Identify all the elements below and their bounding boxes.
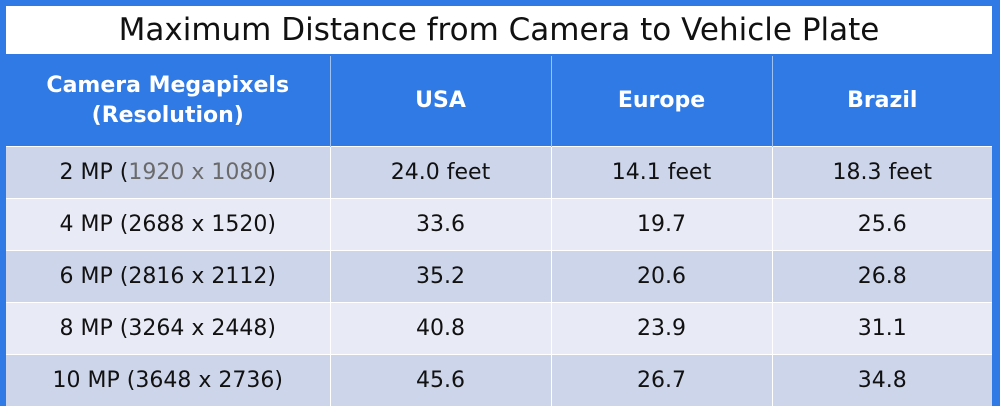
- table-title: Maximum Distance from Camera to Vehicle …: [6, 6, 992, 54]
- cell-usa: 35.2: [330, 251, 551, 303]
- cell-europe: 14.1 feet: [551, 147, 772, 199]
- distance-table: Camera Megapixels (Resolution) USA Europ…: [6, 56, 992, 406]
- cell-close: ): [274, 368, 283, 393]
- cell-res: 3264 x 2448: [128, 316, 267, 341]
- cell-res: 2688 x 1520: [128, 212, 267, 237]
- cell-usa: 40.8: [330, 303, 551, 355]
- cell-resolution: 10 MP (3648 x 2736): [6, 355, 330, 406]
- cell-brazil: 31.1: [772, 303, 992, 355]
- cell-mp: 2 MP (: [60, 160, 129, 185]
- cell-usa: 33.6: [330, 199, 551, 251]
- cell-europe: 23.9: [551, 303, 772, 355]
- header-camera-megapixels: Camera Megapixels (Resolution): [6, 56, 330, 147]
- cell-europe: 20.6: [551, 251, 772, 303]
- cell-resolution: 6 MP (2816 x 2112): [6, 251, 330, 303]
- header-brazil: Brazil: [772, 56, 992, 147]
- cell-usa: 24.0 feet: [330, 147, 551, 199]
- cell-mp: 4 MP (: [60, 212, 129, 237]
- cell-usa: 45.6: [330, 355, 551, 406]
- cell-res: 2816 x 2112: [128, 264, 267, 289]
- cell-close: ): [267, 264, 276, 289]
- cell-res: 3648 x 2736: [135, 368, 274, 393]
- cell-brazil: 26.8: [772, 251, 992, 303]
- cell-resolution: 8 MP (3264 x 2448): [6, 303, 330, 355]
- cell-resolution: 2 MP (1920 x 1080): [6, 147, 330, 199]
- cell-mp: 6 MP (: [60, 264, 129, 289]
- table-row: 4 MP (2688 x 1520) 33.6 19.7 25.6: [6, 199, 992, 251]
- cell-europe: 26.7: [551, 355, 772, 406]
- cell-res: 1920 x 1080: [128, 160, 267, 185]
- header-usa: USA: [330, 56, 551, 147]
- cell-europe: 19.7: [551, 199, 772, 251]
- cell-brazil: 25.6: [772, 199, 992, 251]
- header-camera-megapixels-line1: Camera Megapixels: [6, 71, 330, 101]
- cell-brazil: 18.3 feet: [772, 147, 992, 199]
- header-europe: Europe: [551, 56, 772, 147]
- cell-close: ): [267, 160, 276, 185]
- table-row: 6 MP (2816 x 2112) 35.2 20.6 26.8: [6, 251, 992, 303]
- cell-mp: 10 MP (: [53, 368, 136, 393]
- header-camera-megapixels-line2: (Resolution): [6, 101, 330, 131]
- cell-brazil: 34.8: [772, 355, 992, 406]
- cell-close: ): [267, 212, 276, 237]
- table-row: 10 MP (3648 x 2736) 45.6 26.7 34.8: [6, 355, 992, 406]
- table-row: 8 MP (3264 x 2448) 40.8 23.9 31.1: [6, 303, 992, 355]
- cell-mp: 8 MP (: [60, 316, 129, 341]
- table-row: 2 MP (1920 x 1080) 24.0 feet 14.1 feet 1…: [6, 147, 992, 199]
- cell-resolution: 4 MP (2688 x 1520): [6, 199, 330, 251]
- header-row: Camera Megapixels (Resolution) USA Europ…: [6, 56, 992, 147]
- cell-close: ): [267, 316, 276, 341]
